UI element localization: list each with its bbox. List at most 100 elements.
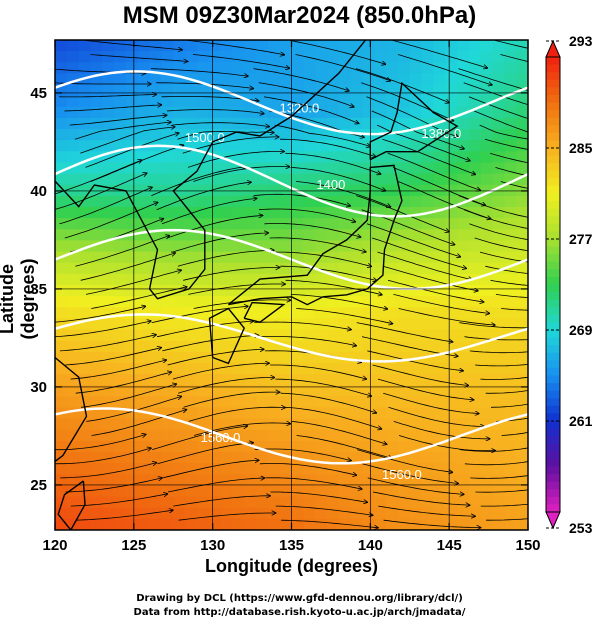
streamline <box>156 321 253 338</box>
heat-cell <box>445 307 458 320</box>
heat-cell <box>90 396 103 409</box>
heat-cell <box>421 40 434 52</box>
heat-cell <box>90 429 103 442</box>
heat-cell <box>504 351 517 364</box>
heat-cell <box>244 418 257 431</box>
streamline <box>166 109 264 114</box>
heat-cell <box>90 240 103 253</box>
heat-cell <box>386 396 399 409</box>
heat-cell <box>445 374 458 386</box>
heat-cell <box>457 307 470 320</box>
heat-cell <box>504 429 517 442</box>
heat-cell <box>149 362 163 375</box>
heat-cell <box>90 485 103 498</box>
heat-cell <box>208 62 222 75</box>
heat-cell <box>102 496 115 509</box>
heat-cell <box>516 73 528 86</box>
heat-cell <box>137 117 151 130</box>
heat-cell <box>350 73 364 86</box>
coastline <box>57 480 86 530</box>
heat-cell <box>78 307 92 320</box>
heat-cell <box>433 218 446 230</box>
heat-cell <box>303 507 316 520</box>
heat-cell <box>492 173 505 186</box>
heat-cell <box>516 262 528 275</box>
heat-cell <box>78 218 92 230</box>
colorbar-cell <box>546 223 560 233</box>
heat-cell <box>504 62 517 75</box>
heat-cell <box>90 106 103 119</box>
heat-cell <box>457 173 470 186</box>
heat-cell <box>220 518 233 530</box>
heat-cell <box>244 396 257 409</box>
heat-cell <box>421 140 434 152</box>
streamline <box>392 40 488 68</box>
heat-cell <box>232 95 245 108</box>
heat-cell <box>244 518 257 530</box>
heat-cell <box>102 162 115 175</box>
heat-cell <box>232 362 245 375</box>
heat-cell <box>137 173 151 186</box>
heat-cell <box>66 73 80 86</box>
heat-cell <box>220 162 233 175</box>
heat-cell <box>137 440 151 453</box>
streamline <box>285 406 381 429</box>
heat-cell <box>185 84 198 97</box>
heat-cell <box>433 296 446 308</box>
heat-cell <box>480 151 494 164</box>
heat-cell <box>149 485 163 498</box>
heat-cell <box>90 440 103 453</box>
heat-cell <box>362 229 375 242</box>
heat-cell <box>374 262 387 275</box>
streamline <box>485 390 528 394</box>
heat-cell <box>66 262 80 275</box>
heat-cell <box>185 452 198 464</box>
heat-cell <box>125 95 139 108</box>
heat-cell <box>468 151 482 164</box>
heat-cell <box>102 73 115 86</box>
heat-cell <box>66 374 80 386</box>
streamline <box>371 110 464 149</box>
heat-cell <box>516 418 528 431</box>
heat-cell <box>220 218 233 230</box>
heat-cell <box>445 463 458 475</box>
heat-cell <box>338 62 352 75</box>
heat-cell <box>457 485 470 498</box>
heat-cell <box>125 452 139 464</box>
heat-cell <box>350 62 364 75</box>
heat-cell <box>279 229 293 242</box>
heat-cell <box>185 518 198 530</box>
heat-cell <box>350 518 364 530</box>
heat-cell <box>185 40 198 52</box>
heat-cell <box>220 62 233 75</box>
heat-cell <box>173 440 186 453</box>
heat-cell <box>374 351 387 364</box>
heat-cell <box>66 307 80 320</box>
streamline <box>281 519 378 528</box>
heat-cell <box>350 95 364 108</box>
heat-cell <box>350 285 364 297</box>
heat-cell <box>362 463 375 475</box>
heat-cell <box>374 407 387 420</box>
heat-cell <box>267 84 281 97</box>
heat-cell <box>66 129 80 141</box>
heat-cell <box>149 452 163 464</box>
heat-cell <box>397 173 411 186</box>
heat-cell <box>256 429 269 442</box>
heat-cell <box>291 62 304 75</box>
heat-cell <box>291 129 304 141</box>
streamline <box>151 167 245 196</box>
heat-cell <box>492 507 505 520</box>
heat-cell <box>102 463 115 475</box>
heat-cell <box>185 340 198 353</box>
heat-cell <box>374 440 387 453</box>
heat-cell <box>374 296 387 308</box>
heat-cell <box>256 195 269 208</box>
heat-cell <box>386 496 399 509</box>
heat-cell <box>66 463 80 475</box>
heat-cell <box>362 452 375 464</box>
heat-cell <box>196 429 210 442</box>
streamline <box>55 173 147 210</box>
heat-cell <box>480 329 494 342</box>
heat-cell <box>492 485 505 498</box>
